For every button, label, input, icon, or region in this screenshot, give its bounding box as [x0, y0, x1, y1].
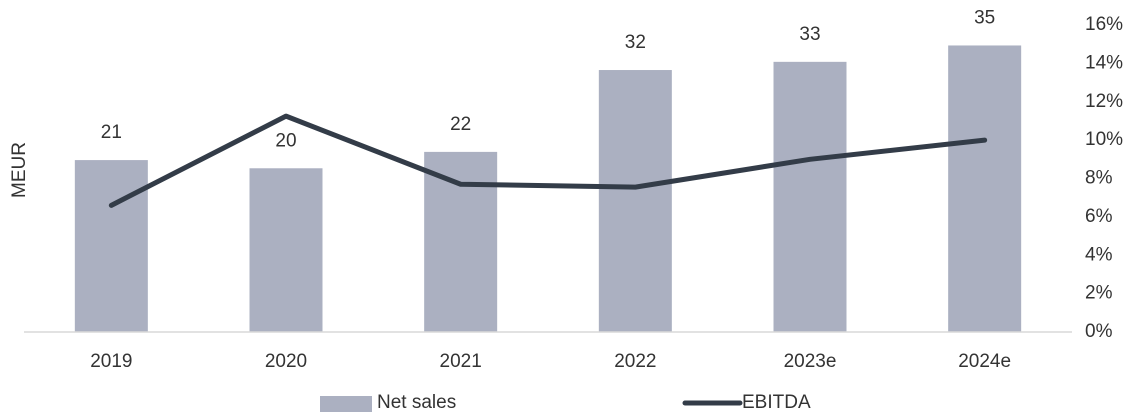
y-axis-label: MEUR [9, 142, 30, 198]
bar [773, 61, 847, 333]
y2-tick-label: 12% [1085, 91, 1123, 112]
legend-label: EBITDA [742, 392, 811, 412]
data-label: 20 [275, 130, 296, 151]
bar [424, 151, 498, 332]
bar [598, 70, 672, 332]
data-label: 35 [974, 7, 995, 28]
y2-tick-label: 14% [1085, 52, 1123, 73]
y2-tick-label: 10% [1085, 129, 1123, 150]
bar [948, 45, 1022, 332]
y2-tick-label: 16% [1085, 14, 1123, 35]
x-tick-label: 2019 [90, 351, 132, 372]
x-tick-label: 2022 [614, 351, 656, 372]
line [108, 113, 988, 208]
bar [249, 168, 323, 332]
y2-tick-label: 0% [1085, 321, 1113, 342]
x-tick-label: 2021 [440, 351, 482, 372]
legend-label: Net sales [377, 392, 456, 412]
data-label: 22 [450, 114, 471, 135]
legend-swatch [320, 396, 372, 412]
bar [74, 160, 148, 332]
y2-tick-label: 8% [1085, 168, 1113, 189]
data-label: 32 [625, 32, 646, 53]
x-tick-label: 2020 [265, 351, 307, 372]
data-label: 33 [799, 24, 820, 45]
y2-tick-label: 6% [1085, 206, 1113, 227]
x-tick-label: 2024e [958, 351, 1011, 372]
y2-tick-label: 4% [1085, 244, 1113, 265]
data-label: 21 [101, 122, 122, 143]
x-tick-label: 2023e [784, 351, 837, 372]
y2-tick-label: 2% [1085, 283, 1113, 304]
